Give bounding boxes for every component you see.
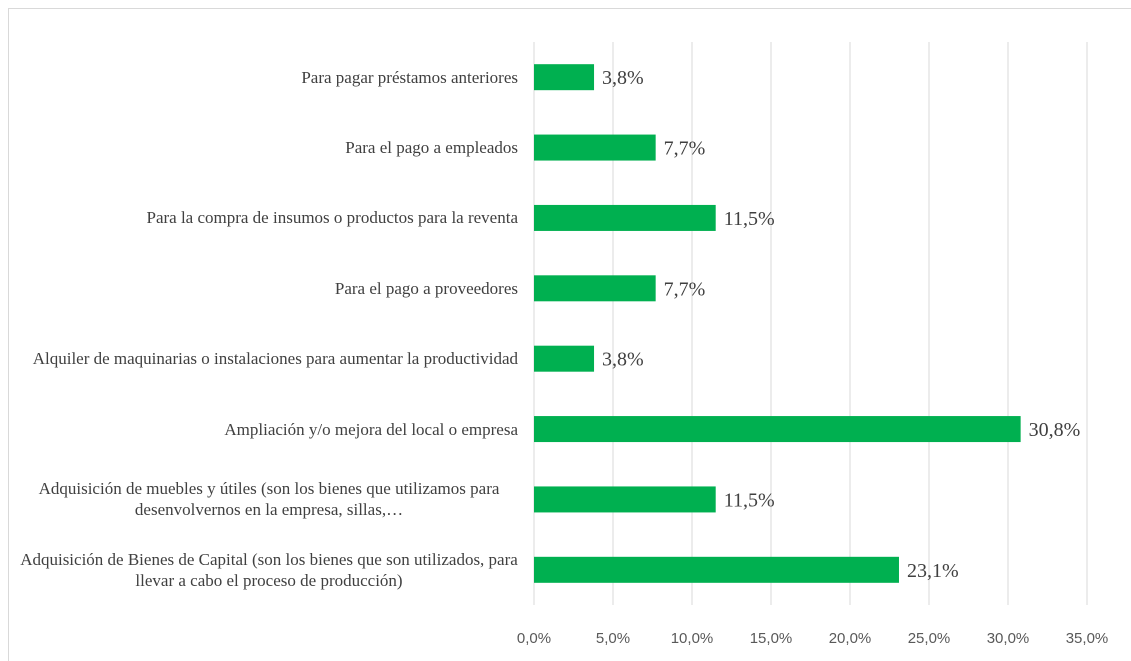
bar <box>534 134 656 161</box>
x-tick-label: 0,0% <box>517 630 551 647</box>
category-label-box: Para la compra de insumos o productos pa… <box>20 188 518 248</box>
bar <box>534 416 1021 443</box>
bar <box>534 275 656 302</box>
y-tick-label: Para pagar préstamos anteriores <box>301 67 518 87</box>
bar <box>534 345 595 372</box>
category-label-box: Ampliación y/o mejora del local o empres… <box>20 399 518 459</box>
bar <box>534 556 899 583</box>
y-tick-label: Ampliación y/o mejora del local o empres… <box>224 419 518 439</box>
y-tick-label: Adquisición de Bienes de Capital (son lo… <box>20 549 518 590</box>
data-label: 11,5% <box>724 208 775 230</box>
chart-frame <box>8 8 1131 661</box>
bar <box>534 64 595 91</box>
x-tick-label: 30,0% <box>987 630 1030 647</box>
x-tick-label: 25,0% <box>908 630 951 647</box>
category-label-box: Para el pago a empleados <box>20 118 518 178</box>
y-tick-label: Alquiler de maquinarias o instalaciones … <box>32 349 518 369</box>
y-tick-label: Para el pago a proveedores <box>334 278 518 298</box>
data-label: 7,7% <box>664 278 706 300</box>
data-label: 30,8% <box>1029 419 1081 441</box>
y-tick-label: Adquisición de muebles y útiles (son los… <box>38 479 500 520</box>
x-tick-label: 20,0% <box>829 630 872 647</box>
category-label-box: Para pagar préstamos anteriores <box>20 47 518 107</box>
category-label-box: Para el pago a proveedores <box>20 258 518 318</box>
data-label: 23,1% <box>907 560 959 582</box>
y-tick-label: Para el pago a empleados <box>345 138 518 158</box>
y-tick-label: Para la compra de insumos o productos pa… <box>146 208 518 228</box>
data-label: 7,7% <box>664 138 706 160</box>
data-label: 3,8% <box>602 67 644 89</box>
x-tick-label: 5,0% <box>596 630 630 647</box>
data-label: 11,5% <box>724 489 775 511</box>
category-label-box: Alquiler de maquinarias o instalaciones … <box>20 329 518 389</box>
category-label-box: Adquisición de Bienes de Capital (son lo… <box>20 540 518 600</box>
bar <box>534 486 716 513</box>
data-label: 3,8% <box>602 349 644 371</box>
category-label-box: Adquisición de muebles y útiles (son los… <box>20 469 518 529</box>
x-tick-label: 10,0% <box>671 630 714 647</box>
x-tick-label: 15,0% <box>750 630 793 647</box>
x-tick-label: 35,0% <box>1066 630 1109 647</box>
bar <box>534 204 716 231</box>
